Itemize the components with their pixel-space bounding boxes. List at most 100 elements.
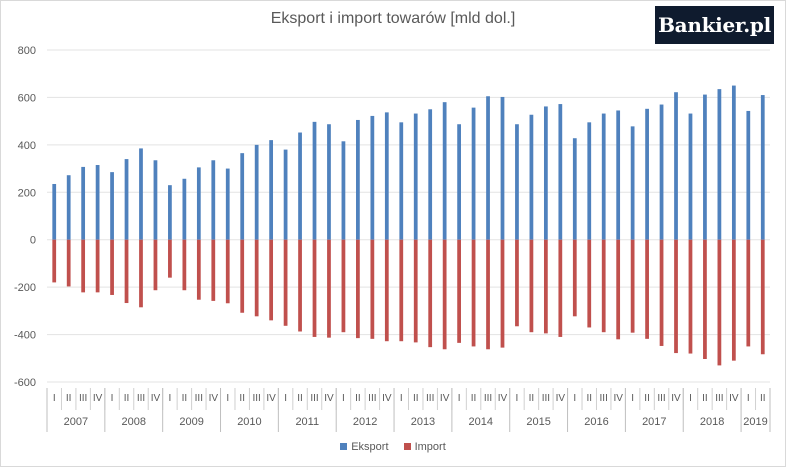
quarter-tick-label: III (252, 393, 260, 404)
legend: Eksport Import (0, 441, 786, 453)
year-tick-label: 2016 (584, 416, 608, 428)
bar-eksport (587, 122, 592, 240)
bar-import (703, 239, 707, 359)
bar-import (457, 239, 461, 343)
quarter-tick-label: II (702, 393, 708, 404)
quarter-tick-label: IV (613, 393, 623, 404)
quarter-tick-label: II (471, 393, 477, 404)
x-axis: I II III IV I II III IV I II III IV I II III IV I II III IV… (46, 388, 771, 432)
bar-eksport (153, 160, 158, 240)
year-tick-label: 2008 (122, 416, 146, 428)
quarter-tick-label: IV (209, 393, 219, 404)
bar-import (327, 239, 331, 338)
bar-import (211, 239, 216, 301)
legend-swatch-eksport (340, 442, 348, 450)
bar-eksport (731, 85, 736, 240)
quarter-tick-label: II (529, 393, 535, 404)
bar-import (225, 239, 230, 304)
bar-eksport (601, 113, 606, 240)
quarter-tick-label: III (195, 393, 203, 404)
quarter-tick-label: III (310, 393, 318, 404)
quarter-tick-label: IV (671, 393, 681, 404)
year-tick-label: 2015 (526, 416, 550, 428)
bar-eksport (95, 165, 100, 240)
quarter-tick-label: I (573, 393, 576, 404)
gridlines (47, 49, 770, 383)
bar-eksport (327, 124, 331, 240)
bar-import (254, 239, 259, 317)
y-tick-label: 800 (18, 45, 36, 57)
bar-import (283, 239, 288, 326)
legend-item-import: Import (403, 441, 446, 453)
quarter-tick-label: I (747, 393, 750, 404)
bar-eksport (356, 119, 360, 240)
bars (52, 85, 765, 366)
bar-eksport (139, 148, 143, 240)
bar-import (124, 239, 129, 304)
bar-eksport (674, 92, 678, 240)
bar-eksport (182, 178, 187, 240)
quarter-tick-label: I (631, 393, 634, 404)
y-tick-label: 200 (18, 187, 36, 199)
year-tick-label: 2007 (64, 416, 88, 428)
bar-eksport (269, 140, 274, 240)
y-tick-label: 400 (18, 140, 36, 152)
bar-import (587, 239, 592, 328)
y-tick-label: -400 (14, 330, 36, 342)
quarter-tick-label: I (400, 393, 403, 404)
quarter-tick-label: II (66, 393, 72, 404)
y-tick-label: 0 (30, 235, 36, 247)
year-tick-label: 2012 (353, 416, 377, 428)
legend-swatch-import (403, 442, 411, 450)
bar-import (717, 239, 722, 366)
bar-import (659, 239, 664, 346)
bar-eksport (645, 108, 649, 240)
bar-import (442, 239, 447, 350)
bar-import (760, 239, 765, 355)
bar-import (413, 239, 418, 343)
quarter-tick-label: II (760, 393, 766, 404)
quarter-tick-label: IV (556, 393, 566, 404)
bar-eksport (746, 110, 751, 240)
bar-import (81, 239, 86, 293)
bar-eksport (471, 107, 476, 240)
legend-label-import: Import (414, 441, 446, 453)
bar-import (356, 239, 360, 339)
year-tick-label: 2018 (700, 416, 724, 428)
bar-import (674, 239, 678, 354)
bar-import (110, 239, 114, 295)
quarter-tick-label: II (297, 393, 303, 404)
quarter-tick-label: IV (151, 393, 161, 404)
quarter-tick-label: I (284, 393, 287, 404)
quarter-tick-label: II (239, 393, 245, 404)
bar-import (543, 239, 548, 334)
bar-eksport (240, 153, 245, 240)
quarter-tick-label: II (182, 393, 188, 404)
bar-eksport (52, 183, 57, 240)
quarter-tick-label: I (226, 393, 229, 404)
quarter-tick-label: IV (93, 393, 103, 404)
bar-import (168, 239, 172, 278)
bar-eksport (312, 121, 317, 240)
quarter-tick-label: I (169, 393, 172, 404)
quarter-tick-label: III (368, 393, 376, 404)
bar-eksport (428, 109, 433, 240)
year-tick-label: 2013 (411, 416, 435, 428)
bar-eksport (110, 172, 114, 240)
bar-eksport (760, 95, 765, 240)
quarter-tick-label: III (542, 393, 550, 404)
quarter-tick-label: III (426, 393, 434, 404)
quarter-tick-label: I (458, 393, 461, 404)
bar-eksport (500, 96, 505, 240)
bar-import (370, 239, 375, 339)
bar-import (399, 239, 404, 342)
y-tick-label: -600 (14, 377, 36, 389)
bar-import (572, 239, 577, 317)
bar-import (196, 239, 201, 300)
bar-eksport (486, 96, 490, 240)
quarter-tick-label: I (53, 393, 56, 404)
quarter-tick-label: IV (498, 393, 508, 404)
bar-eksport (442, 102, 447, 240)
bar-eksport (298, 132, 302, 240)
